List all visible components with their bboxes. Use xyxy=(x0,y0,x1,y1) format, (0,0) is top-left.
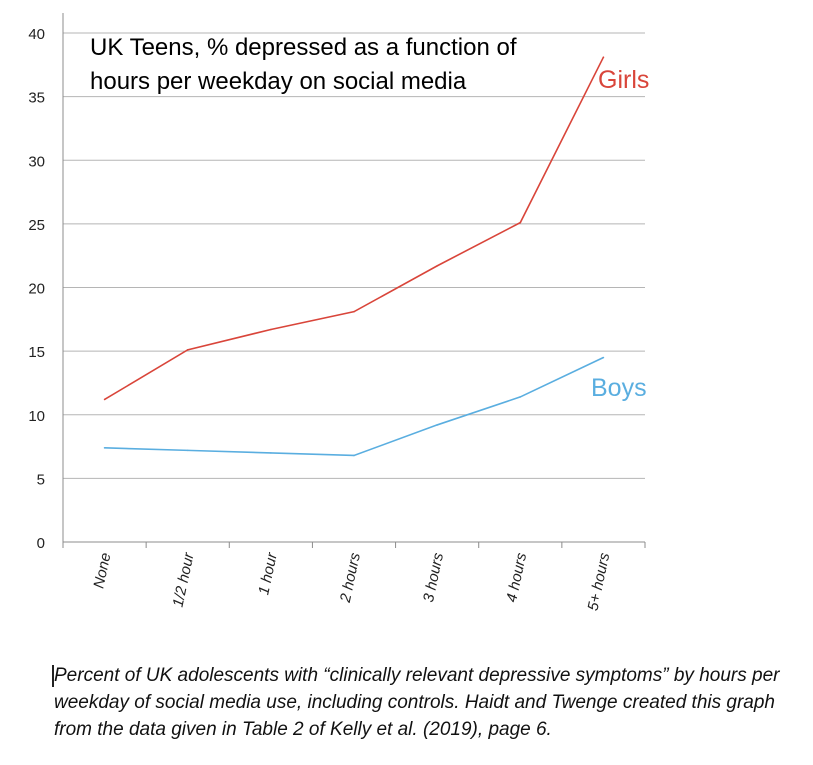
chart-title-line-1: UK Teens, % depressed as a function of xyxy=(90,34,517,61)
data-point-girls xyxy=(519,221,522,224)
x-tick-label: 1/2 hour xyxy=(170,550,198,608)
series-line-boys xyxy=(104,356,604,457)
y-axis-ticks: 0 5 10 15 20 25 30 35 40 xyxy=(28,26,45,552)
data-point-boys xyxy=(270,452,272,454)
legend-label-boys: Boys xyxy=(591,374,647,402)
x-tick-label: None xyxy=(90,551,114,590)
data-point-girls xyxy=(103,398,106,401)
data-point-girls xyxy=(353,310,355,313)
x-tick-label: 4 hours xyxy=(503,551,530,604)
data-point-girls xyxy=(270,328,272,331)
y-tick-label: 30 xyxy=(28,153,45,170)
series-line-girls xyxy=(104,56,605,401)
x-tick-label: 5+ hours xyxy=(584,551,613,613)
line-chart: 0 5 10 15 20 25 30 35 40 None 1/2 hour 1 hour 2 hou… xyxy=(28,13,649,612)
y-tick-label: 5 xyxy=(37,471,45,488)
y-tick-label: 15 xyxy=(28,344,45,361)
chart-title-line-2: hours per weekday on social media xyxy=(90,68,467,95)
y-tick-label: 0 xyxy=(37,535,45,552)
data-point-girls xyxy=(602,56,605,58)
legend-label-girls: Girls xyxy=(598,66,649,94)
grid-lines xyxy=(62,13,646,548)
y-tick-label: 10 xyxy=(28,408,45,425)
x-tick-label: 1 hour xyxy=(255,550,281,596)
y-tick-label: 40 xyxy=(28,26,45,43)
x-tick-label: 3 hours xyxy=(420,551,447,604)
data-point-boys xyxy=(519,396,522,398)
y-tick-label: 25 xyxy=(28,217,45,234)
data-point-boys xyxy=(602,356,605,359)
x-axis-ticks: None 1/2 hour 1 hour 2 hours 3 hours 4 hours 5… xyxy=(90,550,613,612)
data-point-boys xyxy=(436,424,438,426)
text-cursor xyxy=(52,665,54,687)
data-point-girls xyxy=(186,349,189,351)
data-point-girls xyxy=(436,265,438,267)
figure-caption: Percent of UK adolescents with “clinical… xyxy=(54,665,780,740)
x-tick-label: 2 hours xyxy=(337,551,364,605)
data-point-boys xyxy=(353,454,355,457)
y-tick-label: 20 xyxy=(28,281,45,298)
y-tick-label: 35 xyxy=(28,90,45,107)
series-lines xyxy=(103,56,605,457)
data-point-boys xyxy=(103,447,106,449)
data-point-boys xyxy=(186,449,189,452)
